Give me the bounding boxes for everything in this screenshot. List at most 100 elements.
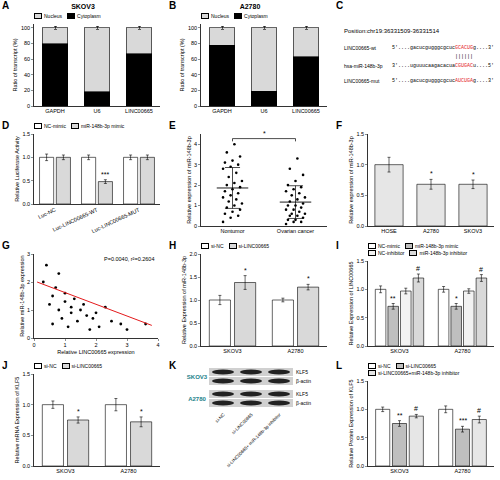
svg-text:P=0.0040, r²=0.2604: P=0.0040, r²=0.2604	[104, 256, 154, 262]
svg-text:2: 2	[194, 182, 197, 188]
svg-text:GAPDH: GAPDH	[212, 108, 232, 114]
svg-text:Luc-NC: Luc-NC	[37, 207, 56, 220]
svg-text:*: *	[263, 130, 266, 137]
svg-text:1.5: 1.5	[22, 131, 30, 137]
svg-text:A2780: A2780	[455, 468, 471, 474]
svg-text:1: 1	[63, 342, 66, 348]
svg-text:*: *	[455, 295, 458, 302]
svg-text:40: 40	[24, 72, 30, 78]
svg-text:1.0: 1.0	[356, 162, 364, 168]
svg-text:Ovarian cancer: Ovarian cancer	[277, 228, 314, 234]
svg-text:Relative Expression of LINC006: Relative Expression of LINC00665	[348, 261, 354, 345]
svg-text:Luc-LINC00665-WT: Luc-LINC00665-WT	[52, 206, 99, 232]
svg-text:0.5: 0.5	[356, 435, 364, 441]
svg-text:1.0: 1.0	[22, 154, 30, 160]
svg-text:#: #	[416, 265, 420, 272]
svg-text:β-actin: β-actin	[296, 378, 311, 384]
svg-text:0: 0	[32, 342, 35, 348]
svg-text:*: *	[430, 170, 433, 177]
svg-text:A2780: A2780	[423, 228, 439, 234]
svg-text:*: *	[307, 275, 310, 282]
svg-text:Relative mRNA Expression of KL: Relative mRNA Expression of KLF5	[14, 377, 20, 464]
svg-text:100: 100	[21, 25, 30, 31]
svg-text:2: 2	[94, 342, 97, 348]
svg-text:Nontumor: Nontumor	[220, 228, 244, 234]
svg-text:SKOV3: SKOV3	[187, 374, 208, 380]
svg-text:0.5: 0.5	[356, 192, 364, 198]
svg-text:Relative Expression of miR-148: Relative Expression of miR-148b-3p	[181, 256, 187, 344]
svg-text:SKOV3: SKOV3	[56, 468, 74, 474]
svg-text:0.0: 0.0	[356, 463, 364, 469]
svg-text:#: #	[477, 407, 481, 414]
svg-text:0.0: 0.0	[22, 201, 30, 207]
svg-text:0: 0	[27, 103, 30, 109]
svg-text:0: 0	[27, 335, 30, 341]
svg-text:Relative LINC00665 expression: Relative LINC00665 expression	[57, 349, 134, 355]
svg-text:HOSE: HOSE	[381, 228, 397, 234]
svg-text:3: 3	[27, 251, 30, 257]
svg-text:***: ***	[101, 171, 109, 178]
svg-text:100: 100	[188, 25, 197, 31]
svg-text:1.0: 1.0	[189, 297, 197, 303]
svg-text:SKOV3: SKOV3	[390, 348, 408, 354]
svg-text:SKOV3: SKOV3	[390, 468, 408, 474]
svg-text:1.5: 1.5	[22, 371, 30, 377]
svg-text:1.0: 1.0	[356, 286, 364, 292]
svg-text:*: *	[472, 171, 475, 178]
svg-text:***: ***	[459, 417, 467, 424]
svg-text:GAPDH: GAPDH	[45, 108, 65, 114]
svg-text:**: **	[390, 295, 396, 302]
svg-text:U6: U6	[93, 108, 100, 114]
svg-text:2.0: 2.0	[189, 251, 197, 257]
svg-text:0: 0	[194, 103, 197, 109]
svg-text:1.5: 1.5	[189, 274, 197, 280]
svg-text:3: 3	[194, 162, 197, 168]
svg-text:Luc-LINC00665-MUT: Luc-LINC00665-MUT	[91, 206, 141, 234]
svg-text:1: 1	[194, 202, 197, 208]
svg-text:40: 40	[191, 72, 197, 78]
svg-text:A2780: A2780	[121, 468, 137, 474]
svg-text:Relative Protein Expression of: Relative Protein Expression of KLF5	[348, 379, 354, 467]
svg-text:1.0: 1.0	[22, 402, 30, 408]
svg-text:Relative expression of miR-148: Relative expression of miR-148b-3p	[348, 136, 354, 223]
svg-text:LINC00665: LINC00665	[125, 108, 153, 114]
svg-text:*: *	[140, 408, 143, 415]
svg-text:β-actin: β-actin	[296, 400, 311, 406]
svg-text:#: #	[479, 266, 483, 273]
svg-text:A2780: A2780	[288, 348, 304, 354]
svg-text:1: 1	[27, 307, 30, 313]
svg-text:LINC00665: LINC00665	[292, 108, 320, 114]
svg-text:0.0: 0.0	[356, 343, 364, 349]
svg-text:Ratio of transcript (%): Ratio of transcript (%)	[12, 38, 18, 91]
svg-text:0.5: 0.5	[189, 320, 197, 326]
svg-text:Ratio of transcript (%): Ratio of transcript (%)	[179, 38, 185, 91]
svg-text:**: **	[397, 412, 403, 419]
svg-text:60: 60	[24, 56, 30, 62]
svg-text:si-LINC00665: si-LINC00665	[231, 412, 254, 435]
svg-text:*: *	[77, 408, 80, 415]
svg-text:Relative expression of miR-148: Relative expression of miR-148b-3p	[186, 136, 192, 223]
svg-text:3: 3	[125, 342, 128, 348]
svg-text:2: 2	[27, 279, 30, 285]
svg-text:0.0: 0.0	[22, 463, 30, 469]
svg-text:Relative miR-148b-3p expressio: Relative miR-148b-3p expression	[19, 255, 25, 336]
svg-text:si-NC: si-NC	[214, 412, 226, 424]
svg-text:U6: U6	[260, 108, 267, 114]
svg-text:Relative Luciferase Activity: Relative Luciferase Activity	[14, 136, 20, 202]
svg-text:1.0: 1.0	[356, 406, 364, 412]
svg-text:#: #	[414, 405, 418, 412]
svg-text:80: 80	[24, 40, 30, 46]
svg-text:SKOV3: SKOV3	[223, 348, 241, 354]
svg-text:60: 60	[191, 56, 197, 62]
svg-text:0: 0	[194, 223, 197, 229]
svg-text:4: 4	[194, 141, 197, 147]
svg-text:KLF5: KLF5	[296, 369, 308, 375]
svg-text:1.5: 1.5	[356, 378, 364, 384]
svg-text:1.5: 1.5	[356, 258, 364, 264]
svg-text:0.0: 0.0	[356, 223, 364, 229]
svg-text:A2780: A2780	[188, 396, 206, 402]
svg-text:1.5: 1.5	[356, 131, 364, 137]
svg-text:0.0: 0.0	[189, 343, 197, 349]
svg-text:0.5: 0.5	[22, 178, 30, 184]
svg-text:si-LINC00665+ miR-148b-3p inhi: si-LINC00665+ miR-148b-3p inhibitor	[226, 412, 283, 469]
